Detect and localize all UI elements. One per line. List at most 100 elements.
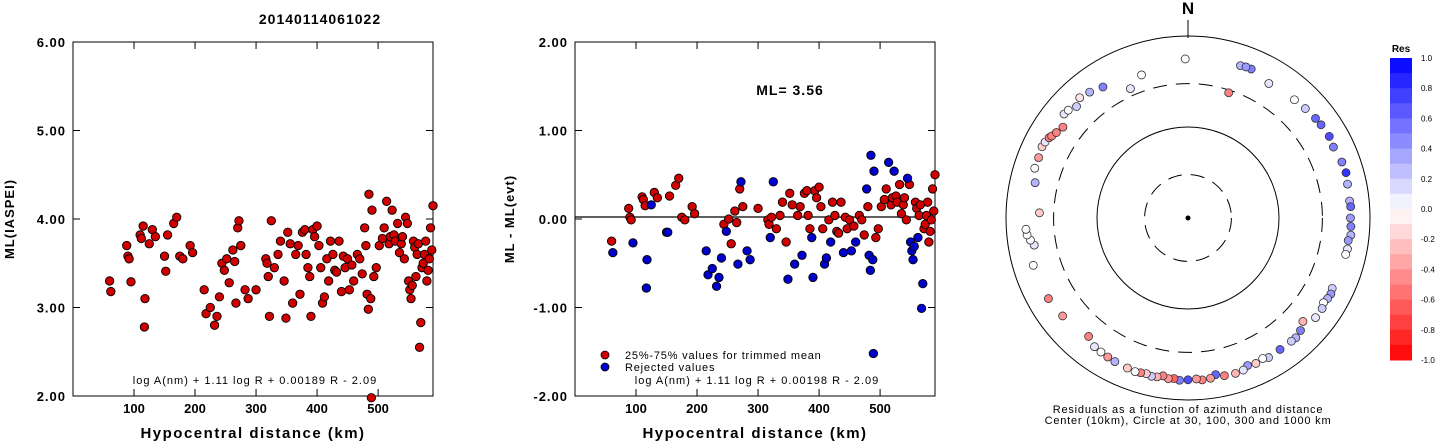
- ring-300km: [1053, 83, 1323, 353]
- panel2-y-tick-label: 1.00: [539, 124, 568, 139]
- station-point: [1085, 87, 1095, 97]
- panel2-point-blue: [765, 232, 775, 243]
- panel2-point-red: [923, 197, 933, 207]
- panel2-point-red: [811, 193, 822, 203]
- panel1-point-red: [414, 342, 425, 352]
- station-point: [1035, 208, 1044, 218]
- panel2-point-red: [881, 184, 891, 194]
- legend-blue-label: Rejected values: [625, 362, 715, 374]
- panel2-point-red: [785, 188, 795, 198]
- station-point: [1300, 104, 1310, 113]
- panel1-point-red: [407, 280, 417, 291]
- panel1-point-red: [387, 205, 397, 215]
- panel2-point-red: [818, 224, 828, 234]
- panel2-point-red: [626, 215, 636, 225]
- panel1-point-red: [303, 263, 313, 273]
- panel1-point-red: [411, 271, 421, 282]
- panel2-point-red: [925, 226, 935, 237]
- panel1-point-red: [367, 205, 377, 215]
- panel1-point-red: [159, 251, 170, 261]
- colorbar-swatch: [1390, 269, 1412, 285]
- panel2-point-red: [766, 212, 777, 222]
- colorbar-swatch: [1390, 133, 1412, 150]
- panel1-point-red: [122, 240, 132, 251]
- distance-rings: [1005, 35, 1371, 401]
- station-point: [1130, 367, 1140, 377]
- ring-1000km: [1005, 35, 1371, 401]
- panel1-y-tick-label: 6.00: [37, 35, 66, 50]
- panel1-point-red: [300, 224, 310, 235]
- station-point: [1021, 224, 1031, 234]
- panel2-point-red: [674, 173, 684, 183]
- panel1-point-red: [371, 263, 381, 273]
- panel2-point-red: [814, 182, 824, 192]
- colorbar-swatch: [1390, 224, 1412, 240]
- station-point: [1337, 157, 1347, 167]
- panel1-point-red: [361, 240, 371, 251]
- colorbar-swatch: [1390, 118, 1412, 134]
- panel1-point-red: [219, 265, 229, 275]
- panel2-point-blue: [711, 281, 722, 291]
- panel1-point-red: [421, 236, 431, 246]
- panel1-point-red: [424, 254, 434, 264]
- panel2-point-blue: [707, 263, 717, 274]
- panel1-point-red: [234, 216, 244, 226]
- panel2-point-red: [827, 197, 838, 207]
- panel2-point-red: [771, 224, 782, 234]
- panel2-point-red: [664, 191, 675, 201]
- panel2-point-blue: [736, 177, 746, 187]
- panel2-point-red: [775, 210, 785, 221]
- colorbar-tick-label: 0.4: [1421, 145, 1433, 154]
- panel1-point-red: [428, 201, 438, 211]
- panel1-x-axis-label: Hypocentral distance (km): [140, 425, 365, 441]
- panel2-point-blue: [701, 246, 711, 256]
- panel1-point-red: [360, 223, 370, 233]
- station-point: [1034, 153, 1043, 163]
- panel2-point-red: [793, 210, 803, 221]
- panel2-point-red: [732, 217, 742, 228]
- panel1-point-red: [328, 249, 338, 260]
- panel-ml-iaspei: 2.00 3.00 4.00 5.00 6.00 100 200 300 400 500 ML(…: [2, 35, 438, 441]
- panel2-point-blue: [889, 166, 899, 176]
- panel1-x-tick-label: 200: [184, 401, 206, 416]
- panel1-point-red: [379, 223, 389, 233]
- panel2-point-red: [606, 236, 617, 246]
- station-point: [1058, 311, 1068, 321]
- panel2-y-axis-label: ML - ML(evt): [502, 175, 517, 263]
- panel1-point-red: [263, 271, 273, 282]
- panel2-point-blue: [909, 241, 919, 252]
- panel1-point-red: [126, 277, 136, 287]
- ml-annotation: ML= 3.56: [756, 82, 824, 98]
- panel2-point-blue: [742, 246, 752, 256]
- panel2-point-red: [724, 214, 734, 224]
- panel1-point-red: [262, 258, 272, 268]
- panel1-point-red: [349, 276, 359, 286]
- panel1-point-red: [275, 236, 286, 246]
- panel2-point-blue: [902, 173, 913, 183]
- station-point: [1346, 222, 1356, 231]
- panel1-point-red: [399, 254, 409, 264]
- colorbar: Res 1.0 0.8 0.6 0.4 0.2 0.0 -0.2 -0.4 -0.6 -0.8 -1…: [1390, 44, 1435, 365]
- panel1-point-red: [231, 298, 241, 308]
- panel2-point-red: [689, 209, 700, 219]
- panel1-point-red: [139, 322, 150, 332]
- panel1-point-red: [281, 313, 291, 323]
- panel1-point-red: [214, 292, 225, 302]
- panel2-y-axis: -2.00 -1.00 0.00 1.00 2.00: [533, 35, 935, 404]
- panel1-point-red: [144, 239, 154, 249]
- station-point: [1346, 202, 1356, 212]
- panel2-point-red: [753, 203, 763, 214]
- station-point: [1137, 70, 1146, 80]
- panel2-point-red: [652, 193, 663, 203]
- panel1-point-red: [314, 240, 324, 251]
- station-point: [1258, 354, 1268, 363]
- panel2-point-blue: [733, 259, 743, 269]
- panel1-point-red: [334, 236, 344, 246]
- colorbar-swatch: [1390, 148, 1412, 165]
- colorbar-swatch: [1390, 73, 1412, 89]
- panel1-point-red: [251, 285, 261, 295]
- panel2-point-red: [863, 201, 873, 212]
- station-point: [1084, 332, 1094, 341]
- colorbar-labels: 1.0 0.8 0.6 0.4 0.2 0.0 -0.2 -0.4 -0.6 -0.8 -1.0: [1421, 54, 1435, 365]
- panel2-point-red: [726, 239, 736, 249]
